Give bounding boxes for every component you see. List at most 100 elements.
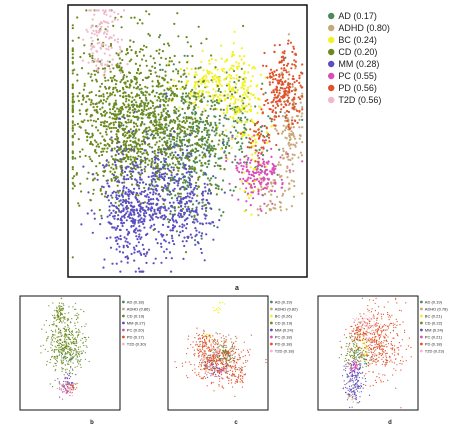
- point-pd: [299, 97, 302, 101]
- point-pd: [233, 357, 235, 360]
- point-pc: [258, 156, 261, 160]
- point-mm: [186, 195, 189, 198]
- point-pd: [260, 133, 263, 136]
- point-cd: [133, 134, 136, 137]
- point-ad: [220, 188, 223, 191]
- point-mm: [142, 201, 145, 205]
- panel-b-label: b: [90, 420, 94, 426]
- point-cd: [177, 144, 180, 147]
- point-pd: [230, 361, 232, 363]
- point-cd: [126, 47, 129, 51]
- point-mm: [183, 213, 186, 216]
- point-mm: [133, 248, 136, 251]
- point-pd: [271, 81, 274, 84]
- point-cd: [177, 80, 180, 83]
- point-mm: [143, 141, 146, 144]
- point-cd: [48, 324, 51, 326]
- point-mm: [164, 198, 167, 201]
- point-cd: [185, 84, 188, 87]
- point-bc: [229, 115, 232, 119]
- point-cd: [121, 115, 124, 118]
- point-ad: [240, 147, 243, 150]
- point-cd: [64, 337, 66, 339]
- point-cd: [72, 369, 74, 371]
- point-cd: [122, 96, 125, 99]
- point-cd: [208, 144, 211, 147]
- point-cd: [76, 336, 79, 338]
- point-pc: [247, 170, 250, 173]
- point-mm: [153, 227, 156, 231]
- point-bc: [226, 83, 229, 86]
- point-cd: [133, 98, 136, 102]
- point-mm: [104, 192, 107, 195]
- point-t2d: [106, 63, 109, 66]
- legend-label-pc: PC (0.20): [127, 327, 145, 332]
- point-cd: [109, 92, 112, 95]
- point-cd: [115, 116, 118, 119]
- point-pd: [268, 83, 271, 86]
- point-cd: [158, 121, 161, 124]
- point-cd: [213, 339, 215, 341]
- point-pc: [216, 372, 219, 374]
- point-pd: [220, 374, 223, 376]
- point-cd: [135, 130, 138, 133]
- point-cd: [161, 50, 164, 53]
- point-cd: [194, 147, 197, 150]
- point-cd: [198, 175, 201, 178]
- point-cd: [71, 256, 74, 259]
- point-mm: [133, 259, 136, 262]
- point-pd: [273, 44, 276, 47]
- point-cd: [103, 195, 107, 198]
- point-cd: [67, 348, 69, 350]
- point-cd: [123, 135, 126, 138]
- point-pd: [213, 390, 215, 392]
- point-adhd: [288, 134, 291, 137]
- point-cd: [116, 139, 119, 142]
- point-cd: [71, 152, 74, 155]
- point-pd: [224, 363, 227, 365]
- point-cd: [107, 125, 110, 128]
- point-bc: [231, 125, 234, 128]
- point-pd: [276, 102, 279, 106]
- point-mm: [188, 155, 191, 158]
- point-mm: [146, 202, 149, 205]
- point-mm: [149, 198, 152, 201]
- point-cd: [139, 147, 142, 150]
- point-cd: [134, 141, 137, 144]
- point-pd: [205, 377, 207, 379]
- point-mm: [117, 237, 120, 240]
- point-cd: [164, 70, 167, 73]
- point-ad: [201, 139, 204, 143]
- point-adhd: [294, 137, 297, 140]
- point-cd: [158, 75, 161, 78]
- point-adhd: [279, 209, 283, 212]
- point-cd: [113, 171, 116, 174]
- point-cd: [62, 360, 64, 362]
- point-pd: [254, 149, 257, 152]
- panel-b-points: [40, 297, 90, 400]
- point-cd: [179, 139, 182, 142]
- point-ad: [188, 173, 191, 176]
- point-cd: [76, 365, 78, 367]
- point-ad: [234, 155, 237, 158]
- point-pc: [257, 180, 261, 183]
- point-cd: [139, 71, 142, 74]
- point-ad: [240, 137, 243, 140]
- point-ad: [165, 233, 168, 236]
- point-bc: [270, 125, 273, 128]
- point-cd: [197, 178, 200, 181]
- point-mm: [147, 208, 150, 211]
- point-ad: [153, 185, 156, 188]
- point-cd: [161, 144, 164, 147]
- point-mm: [192, 210, 195, 213]
- point-adhd: [56, 387, 58, 390]
- point-cd: [145, 64, 148, 67]
- point-mm: [172, 226, 175, 229]
- point-mm: [109, 246, 113, 249]
- point-ad: [154, 180, 157, 183]
- point-cd: [72, 95, 75, 98]
- point-pd: [281, 81, 284, 85]
- point-cd: [90, 142, 93, 145]
- point-bc: [248, 98, 251, 101]
- point-pd: [242, 349, 244, 351]
